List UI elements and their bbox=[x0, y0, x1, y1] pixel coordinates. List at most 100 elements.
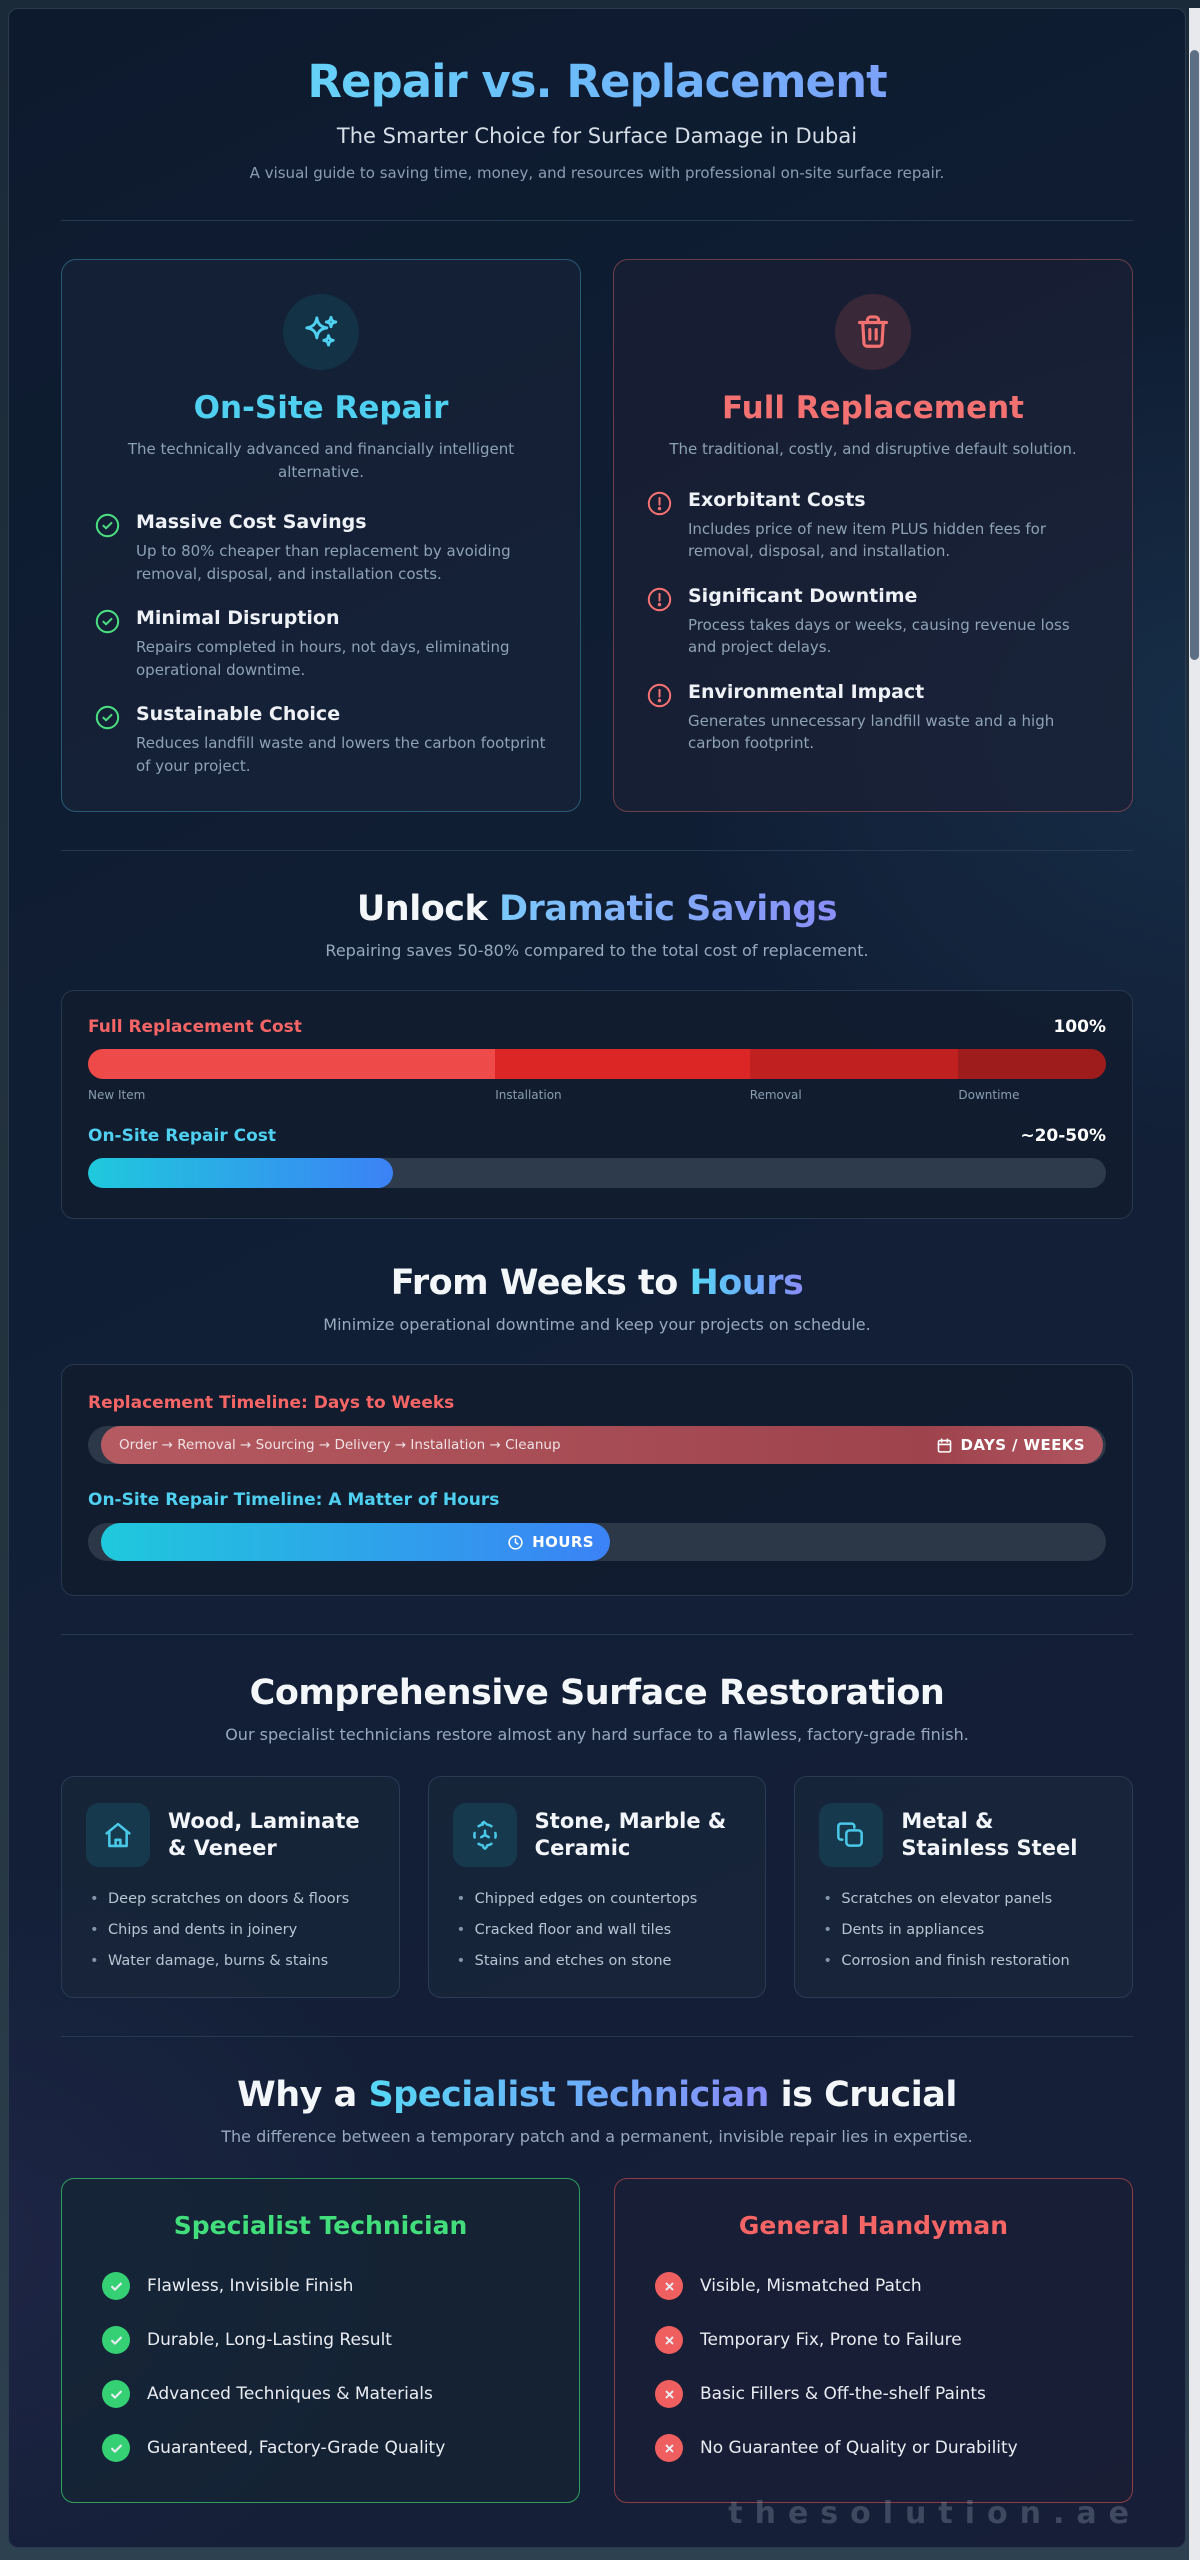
check-filled-icon bbox=[102, 2326, 130, 2354]
page-tagline: A visual guide to saving time, money, an… bbox=[249, 164, 945, 182]
replacement-timeline-label: Replacement Timeline: Days to Weeks bbox=[88, 1393, 455, 1413]
x-filled-icon bbox=[655, 2434, 683, 2462]
page-title: Repair vs. Replacement bbox=[61, 55, 1133, 108]
expertise-subtitle: The difference between a temporary patch… bbox=[221, 2127, 973, 2146]
sparkles-icon bbox=[283, 294, 359, 370]
full-replacement-card: Full Replacement The traditional, costly… bbox=[613, 259, 1133, 812]
alert-circle-icon bbox=[646, 682, 673, 755]
segment-label: Removal bbox=[749, 1088, 802, 1102]
x-filled-icon bbox=[655, 2380, 683, 2408]
list-item: Scratches on elevator panels bbox=[819, 1891, 1108, 1907]
replacement-duration-badge: DAYS / WEEKS bbox=[936, 1436, 1085, 1454]
section-divider bbox=[61, 1634, 1133, 1635]
list-item: Visible, Mismatched Patch bbox=[655, 2272, 1092, 2300]
repair-cost-label: On-Site Repair Cost bbox=[88, 1126, 277, 1146]
surfaces-subtitle: Our specialist technicians restore almos… bbox=[225, 1725, 969, 1744]
section-divider bbox=[61, 850, 1133, 851]
repair-cost-fill bbox=[88, 1158, 394, 1188]
segment-label: Downtime bbox=[958, 1088, 1020, 1102]
page-header: Repair vs. Replacement The Smarter Choic… bbox=[61, 55, 1133, 182]
replacement-timeline-track: Order → Removal → Sourcing → Delivery → … bbox=[88, 1426, 1106, 1464]
feature-desc: Process takes days or weeks, causing rev… bbox=[688, 615, 1070, 657]
repair-timeline-label: On-Site Repair Timeline: A Matter of Hou… bbox=[88, 1490, 500, 1510]
on-site-repair-card: On-Site Repair The technically advanced … bbox=[61, 259, 581, 812]
watermark: thesolution.ae bbox=[728, 2496, 1141, 2531]
list-item: No Guarantee of Quality or Durability bbox=[655, 2434, 1092, 2462]
repair-card-subtitle: The technically advanced and financially… bbox=[127, 440, 515, 481]
list-item: Corrosion and finish restoration bbox=[819, 1953, 1108, 1969]
replacement-timeline-fill: Order → Removal → Sourcing → Delivery → … bbox=[101, 1426, 1103, 1464]
surface-card-metal: Metal & Stainless Steel Scratches on ele… bbox=[794, 1776, 1133, 1998]
infographic-container: Repair vs. Replacement The Smarter Choic… bbox=[8, 8, 1186, 2548]
timeline-heading: From Weeks to Hours bbox=[390, 1263, 804, 1303]
segment-label: New Item bbox=[88, 1088, 146, 1102]
expertise-section: Why a Specialist Technician is Crucial T… bbox=[61, 2075, 1133, 2503]
repair-timeline-fill: HOURS bbox=[101, 1523, 610, 1561]
surface-card-stone: Stone, Marble & Ceramic Chipped edges on… bbox=[427, 1776, 767, 1998]
list-item: Sustainable Choice Reduces landfill wast… bbox=[94, 703, 548, 777]
surfaces-heading: Comprehensive Surface Restoration bbox=[249, 1673, 945, 1713]
timeline-heading-accent: Hours bbox=[689, 1263, 804, 1303]
handyman-card: General Handyman Visible, Mismatched Pat… bbox=[614, 2178, 1133, 2503]
scrollbar-thumb[interactable] bbox=[1190, 50, 1199, 660]
list-item: Guaranteed, Factory-Grade Quality bbox=[102, 2434, 539, 2462]
list-item: Dents in appliances bbox=[819, 1922, 1108, 1938]
replacement-card-title: Full Replacement bbox=[722, 390, 1024, 426]
list-item: Flawless, Invisible Finish bbox=[102, 2272, 539, 2300]
surface-card-title: Wood, Laminate & Veneer bbox=[168, 1808, 360, 1860]
check-circle-icon bbox=[94, 512, 121, 585]
list-item: Exorbitant Costs Includes price of new i… bbox=[646, 489, 1100, 563]
feature-desc: Generates unnecessary landfill waste and… bbox=[688, 711, 1055, 753]
feature-desc: Reduces landfill waste and lowers the ca… bbox=[136, 734, 546, 775]
bar-segment-labels: New Item Installation Removal Downtime bbox=[88, 1088, 1106, 1104]
list-item: Stains and etches on stone bbox=[453, 1953, 742, 1969]
comparison-section: On-Site Repair The technically advanced … bbox=[61, 259, 1133, 812]
bar-segment-removal bbox=[749, 1049, 959, 1079]
surface-card-wood: Wood, Laminate & Veneer Deep scratches o… bbox=[61, 1776, 400, 1998]
check-circle-icon bbox=[94, 608, 121, 681]
list-item: Basic Fillers & Off-the-shelf Paints bbox=[655, 2380, 1092, 2408]
expertise-heading: Why a Specialist Technician is Crucial bbox=[237, 2075, 957, 2115]
repair-timeline-track: HOURS bbox=[88, 1523, 1106, 1561]
surface-card-list: Chipped edges on countertops Cracked flo… bbox=[453, 1891, 742, 1969]
x-filled-icon bbox=[655, 2326, 683, 2354]
feature-title: Exorbitant Costs bbox=[688, 488, 866, 511]
list-item: Massive Cost Savings Up to 80% cheaper t… bbox=[94, 511, 548, 585]
repair-duration-badge: HOURS bbox=[507, 1533, 594, 1551]
list-item: Environmental Impact Generates unnecessa… bbox=[646, 681, 1100, 755]
home-icon bbox=[86, 1803, 150, 1867]
specialist-card: Specialist Technician Flawless, Invisibl… bbox=[61, 2178, 580, 2503]
list-item: Chips and dents in joinery bbox=[86, 1922, 375, 1938]
feature-title: Massive Cost Savings bbox=[136, 511, 367, 533]
timeline-subtitle: Minimize operational downtime and keep y… bbox=[323, 1315, 871, 1334]
list-item: Chipped edges on countertops bbox=[453, 1891, 742, 1907]
handyman-card-title: General Handyman bbox=[738, 2211, 1009, 2240]
repair-cost-track bbox=[88, 1158, 1106, 1188]
copy-panels-icon bbox=[819, 1803, 884, 1867]
check-filled-icon bbox=[102, 2272, 130, 2300]
timeline-panel: Replacement Timeline: Days to Weeks Orde… bbox=[61, 1364, 1133, 1596]
repair-card-title: On-Site Repair bbox=[193, 390, 449, 426]
rotate-scan-icon bbox=[452, 1803, 517, 1867]
list-item: Temporary Fix, Prone to Failure bbox=[655, 2326, 1092, 2354]
segment-label: Installation bbox=[495, 1088, 562, 1102]
list-item: Minimal Disruption Repairs completed in … bbox=[94, 607, 548, 681]
list-item: Cracked floor and wall tiles bbox=[453, 1922, 742, 1938]
feature-title: Minimal Disruption bbox=[136, 607, 340, 629]
page-subtitle: The Smarter Choice for Surface Damage in… bbox=[336, 124, 858, 148]
trash-icon bbox=[835, 294, 911, 370]
check-filled-icon bbox=[102, 2380, 130, 2408]
alert-circle-icon bbox=[646, 490, 673, 563]
section-divider bbox=[61, 2036, 1133, 2037]
surface-card-title: Stone, Marble & Ceramic bbox=[534, 1808, 727, 1860]
expertise-heading-accent: Specialist Technician bbox=[368, 2075, 769, 2115]
surface-card-title: Metal & Stainless Steel bbox=[901, 1808, 1078, 1860]
savings-section: Unlock Dramatic Savings Repairing saves … bbox=[61, 889, 1133, 1219]
bar-segment-installation bbox=[495, 1049, 750, 1079]
scrollbar-track[interactable] bbox=[1189, 8, 1200, 2560]
feature-desc: Includes price of new item PLUS hidden f… bbox=[688, 519, 1047, 561]
replacement-cost-label: Full Replacement Cost bbox=[88, 1017, 302, 1037]
list-item: Significant Downtime Process takes days … bbox=[646, 585, 1100, 659]
savings-subtitle: Repairing saves 50-80% compared to the t… bbox=[325, 941, 869, 960]
list-item: Water damage, burns & stains bbox=[86, 1953, 375, 1969]
